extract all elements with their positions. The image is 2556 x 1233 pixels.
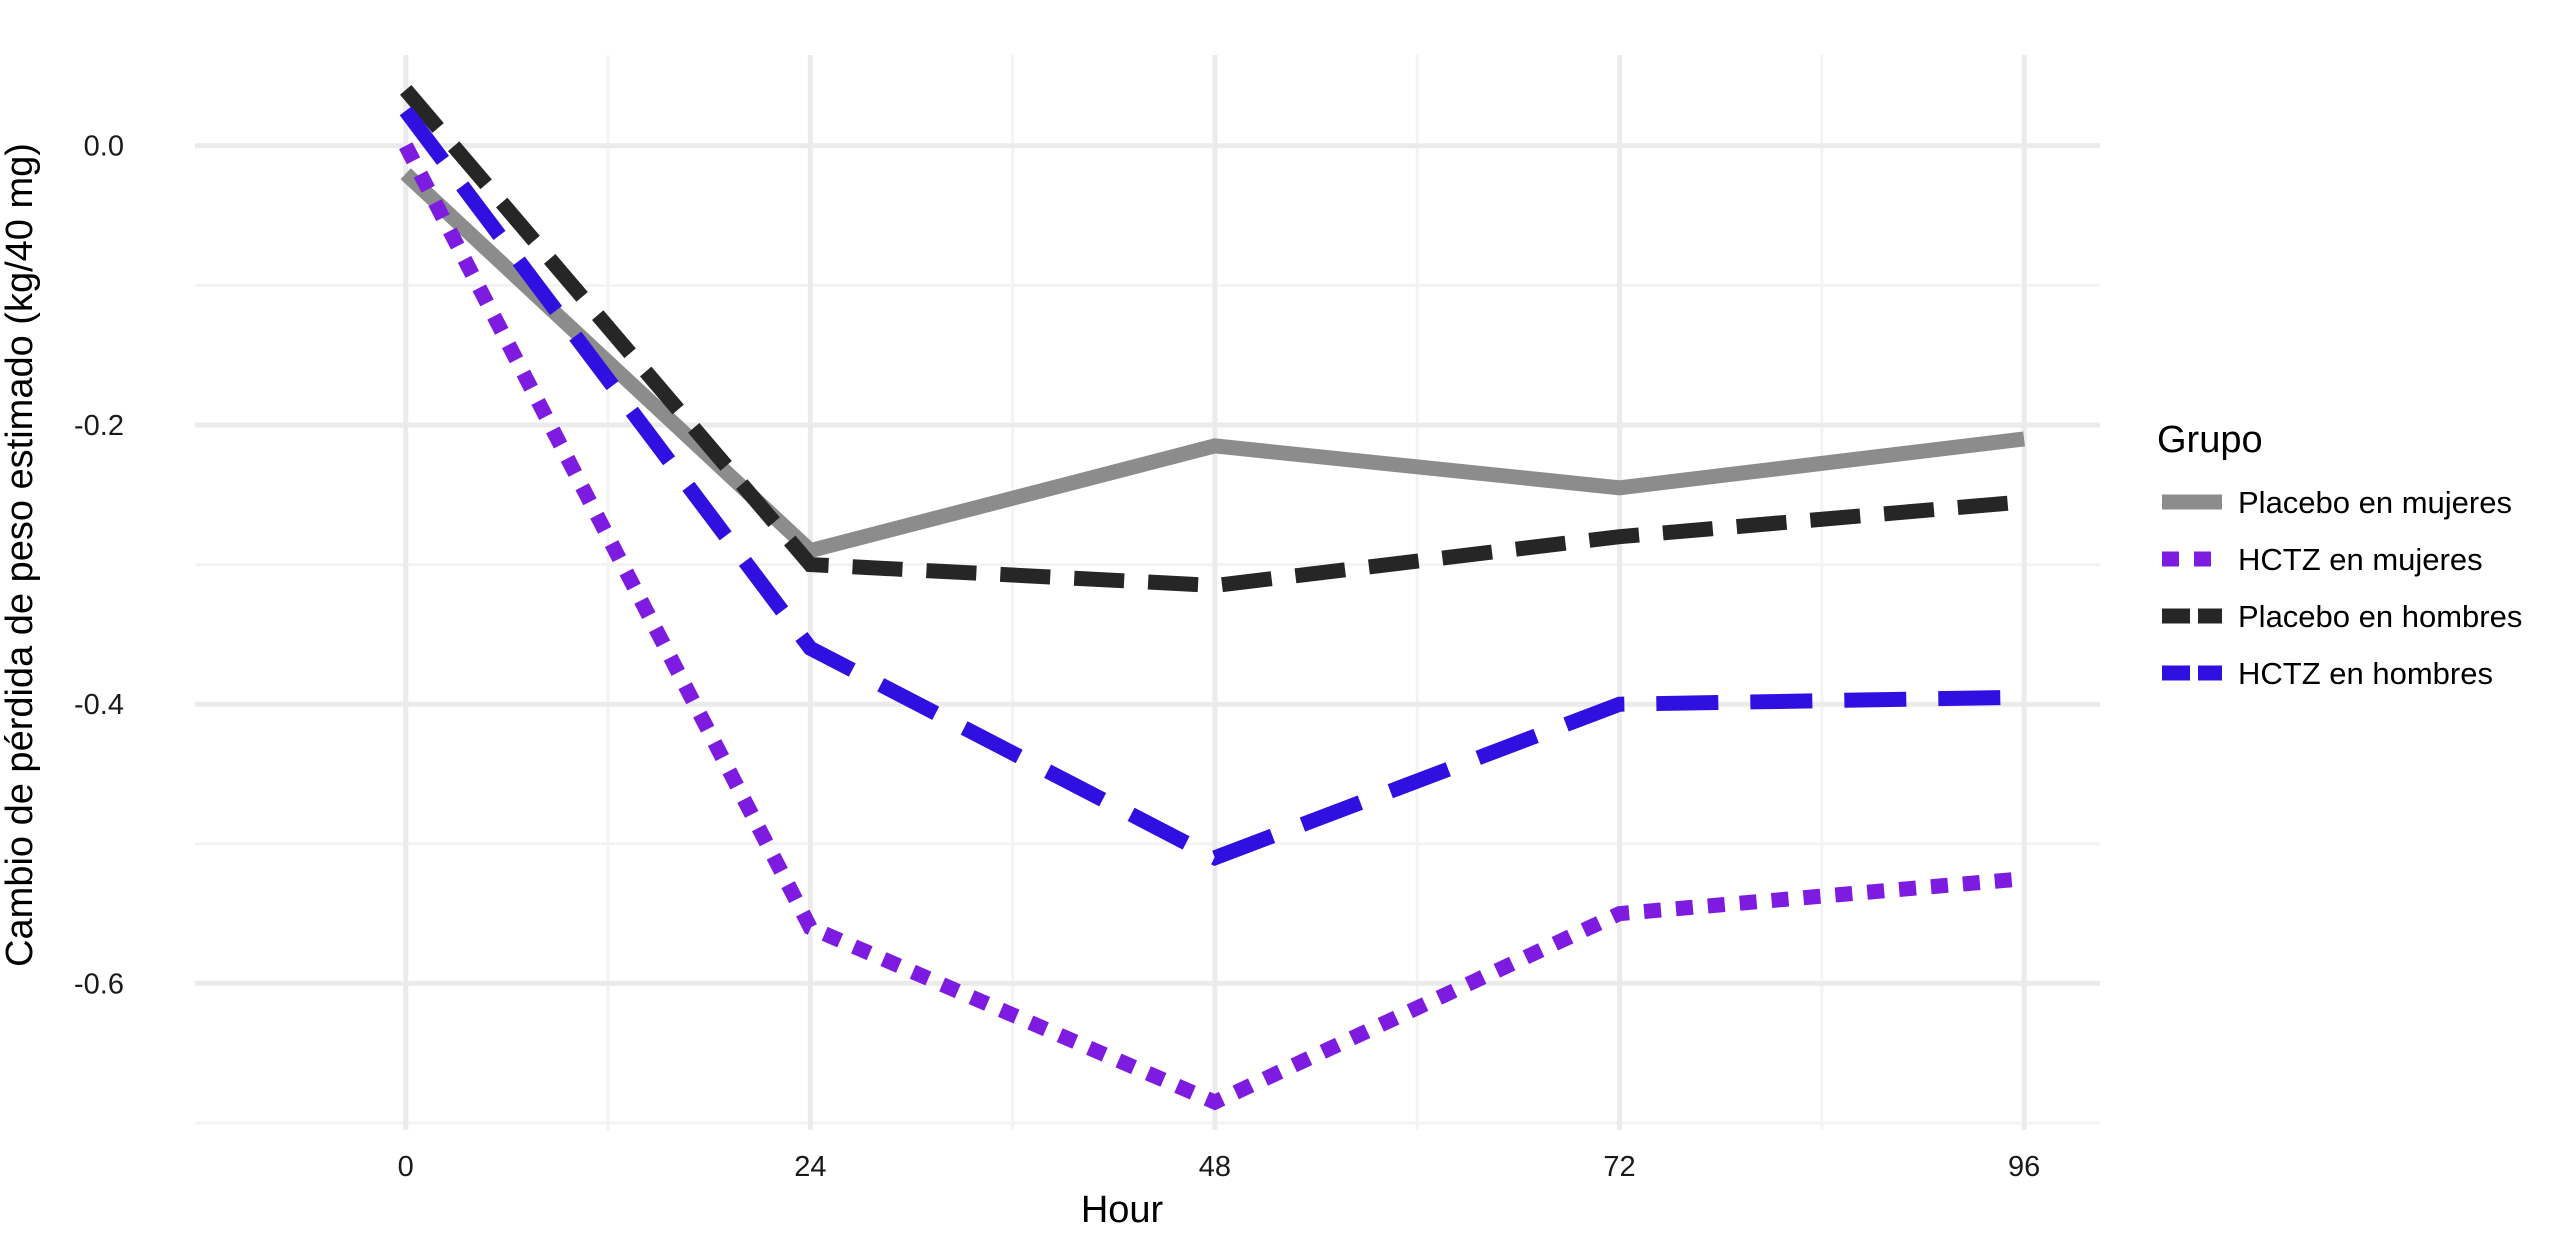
grid bbox=[195, 55, 2100, 1130]
x-tick-label: 0 bbox=[398, 1151, 414, 1183]
legend-title: Grupo bbox=[2157, 419, 2263, 461]
x-tick-label: 48 bbox=[1199, 1151, 1231, 1183]
legend-label: HCTZ en mujeres bbox=[2238, 542, 2483, 577]
series-line bbox=[399, 85, 2025, 594]
y-tick-label: 0.0 bbox=[84, 131, 124, 163]
series-lines bbox=[399, 85, 2025, 1111]
y-tick-label: -0.4 bbox=[74, 689, 124, 721]
y-axis-title: Cambio de pérdida de peso estimado (kg/4… bbox=[0, 143, 41, 967]
series-line bbox=[400, 168, 2025, 559]
x-tick-label: 72 bbox=[1603, 1151, 1635, 1183]
legend-label: Placebo en hombres bbox=[2238, 599, 2522, 634]
legend: Grupo Placebo en mujeres HCTZ en mujeres P… bbox=[2157, 419, 2522, 691]
legend-label: Placebo en mujeres bbox=[2238, 485, 2512, 520]
x-tick-label: 96 bbox=[2008, 1151, 2040, 1183]
y-tick-label: -0.2 bbox=[74, 410, 124, 442]
legend-label: HCTZ en hombres bbox=[2238, 656, 2493, 691]
series-line bbox=[399, 142, 2025, 1111]
y-tick-label: -0.6 bbox=[74, 968, 124, 1000]
series-line bbox=[399, 106, 2025, 867]
x-tick-label: 24 bbox=[794, 1151, 826, 1183]
tick-labels: 0 24 48 72 96 0.0 -0.2 -0.4 -0.6 bbox=[74, 131, 2040, 1183]
x-axis-title: Hour bbox=[1081, 1189, 1164, 1231]
